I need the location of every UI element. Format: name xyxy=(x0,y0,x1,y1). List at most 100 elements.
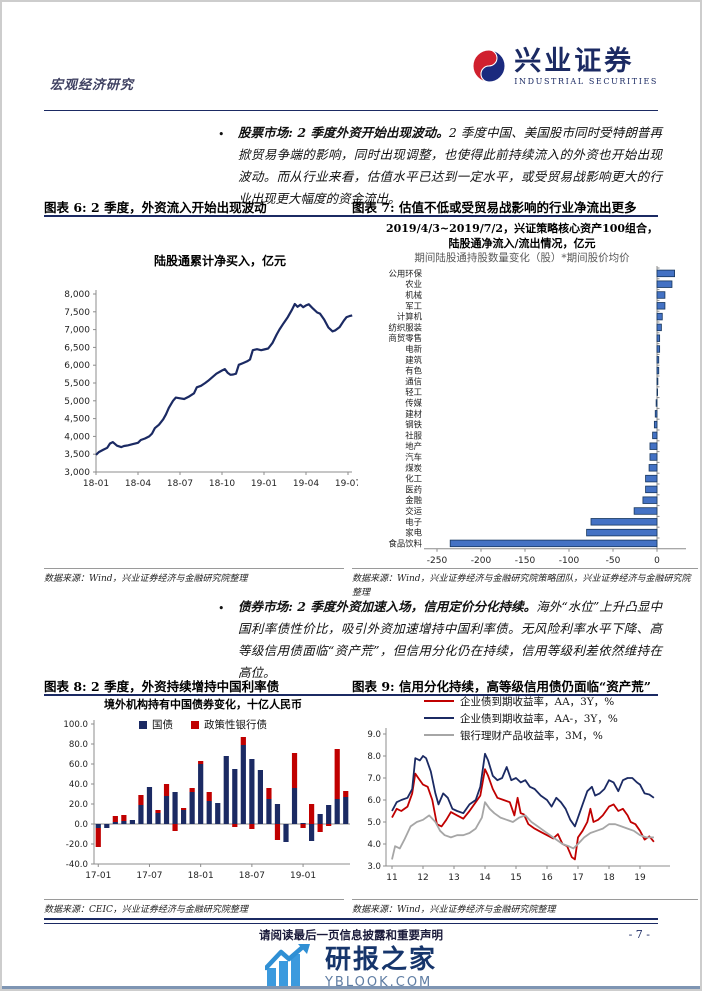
figure6-chart-title: 陆股通累计净买入，亿元 xyxy=(153,254,286,268)
svg-text:19-01: 19-01 xyxy=(290,871,316,881)
svg-text:8,000: 8,000 xyxy=(64,290,90,300)
watermark: 研报之家 YBLOOK.COM xyxy=(0,942,702,992)
svg-text:商贸零售: 商贸零售 xyxy=(389,333,423,343)
svg-text:19: 19 xyxy=(634,873,646,883)
svg-text:14: 14 xyxy=(479,873,491,883)
svg-text:100.0: 100.0 xyxy=(63,720,88,730)
svg-text:医药: 医药 xyxy=(405,484,422,494)
bullet-lead: 债券市场: 2 季度外资加速入场，信用定价分化持续。 xyxy=(238,599,537,614)
svg-text:有色: 有色 xyxy=(405,366,422,376)
figure7-subtitle-2: 陆股通净流入/流出情况，亿元 xyxy=(448,237,596,250)
svg-text:3,500: 3,500 xyxy=(64,450,90,460)
svg-text:3.0: 3.0 xyxy=(367,862,381,872)
svg-text:18-10: 18-10 xyxy=(209,479,235,489)
svg-text:17: 17 xyxy=(572,873,583,883)
svg-text:7.0: 7.0 xyxy=(367,774,381,784)
svg-text:20.0: 20.0 xyxy=(69,800,88,810)
svg-text:电新: 电新 xyxy=(405,344,422,354)
svg-text:-150: -150 xyxy=(515,556,536,566)
figure6-source: 数据来源：Wind，兴业证券经济与金融研究院整理 xyxy=(44,568,344,587)
legend-label: 企业债到期收益率，AA，3Y，% xyxy=(460,695,615,708)
svg-text:5,000: 5,000 xyxy=(64,397,90,407)
figure8-legend: 国债 政策性银行债 xyxy=(48,717,358,732)
figure7-title: 图表 7: 估值不低或受贸易战影响的行业净流出更多 xyxy=(352,200,637,215)
figure8-title: 图表 8: 2 季度，外资持续增持中国利率债 xyxy=(44,679,280,694)
svg-text:地产: 地产 xyxy=(405,441,422,451)
figure6-line-chart: 3,000 3,500 4,000 4,500 5,000 5,500 6,000 6,500… xyxy=(64,290,358,489)
bullet-marker: • xyxy=(218,128,225,141)
figure9-source: 数据来源：Wind，兴业证券经济与金融研究院整理 xyxy=(352,899,698,918)
legend-label: 企业债到期收益率，AA-，3Y，% xyxy=(460,712,618,725)
svg-text:7,500: 7,500 xyxy=(64,308,90,318)
svg-text:18-04: 18-04 xyxy=(125,479,151,489)
svg-text:轻工: 轻工 xyxy=(405,387,422,397)
svg-text:12: 12 xyxy=(417,873,428,883)
figure7-source: 数据来源：Wind，兴业证券经济与金融研究院策略团队，兴业证券经济与金融研究院整… xyxy=(352,568,698,600)
svg-text:18-07: 18-07 xyxy=(239,871,265,881)
svg-text:18-01: 18-01 xyxy=(188,871,214,881)
svg-text:交运: 交运 xyxy=(405,506,422,516)
brand-logo-icon xyxy=(471,48,507,88)
legend-label: 国债 xyxy=(152,719,173,731)
figure8-source: 数据来源：CEIC，兴业证券经济与金融研究院整理 xyxy=(44,899,344,918)
svg-text:0.0: 0.0 xyxy=(74,820,88,830)
figure7-bar-chart: 公用环保农业机械军工计算机纺织服装商贸零售电新建筑有色通信轻工传媒建材钢铁社服地… xyxy=(389,266,686,566)
watermark-bar-chart-icon xyxy=(263,942,315,992)
legend-swatch-navy xyxy=(139,720,147,729)
legend-item-policy-bank: 政策性银行债 xyxy=(191,717,267,732)
page-number: - 7 - xyxy=(628,928,650,941)
legend-line-red xyxy=(424,700,454,702)
svg-text:农业: 农业 xyxy=(405,279,422,289)
svg-text:6.0: 6.0 xyxy=(367,796,381,806)
figure8-chart: 境外机构持有中国债券变化，十亿人民币 国债 政策性银行债 -40.0 -20.0 0… xyxy=(48,696,358,896)
report-category: 宏观经济研究 xyxy=(50,78,135,93)
figure9-legend: 企业债到期收益率，AA，3Y，% 企业债到期收益率，AA-，3Y，% 银行理财产… xyxy=(424,694,618,742)
footer-rule xyxy=(44,918,658,924)
svg-text:传媒: 传媒 xyxy=(405,398,422,408)
svg-text:18-07: 18-07 xyxy=(167,479,193,489)
legend-item-aa: 企业债到期收益率，AA，3Y，% xyxy=(424,694,618,708)
figure7-chart: 2019/4/3~2019/7/2，兴证策略核心资产100组合， 陆股通净流入/… xyxy=(352,220,692,572)
figure7-subtitle-1: 2019/4/3~2019/7/2，兴证策略核心资产100组合， xyxy=(385,222,659,235)
bottom-edge-strip xyxy=(0,986,702,991)
figure7-subtitle-3: 期间陆股通持股数量变化（股）*期间股价均价 xyxy=(414,252,630,264)
svg-text:19-04: 19-04 xyxy=(293,479,319,489)
svg-text:-100: -100 xyxy=(559,556,580,566)
svg-text:4,000: 4,000 xyxy=(64,432,90,442)
svg-text:-20.0: -20.0 xyxy=(66,840,88,850)
bullet-stock-market: • 股票市场: 2 季度外资开始出现波动。2 季度中国、美国股市同时受特朗普再掀贸… xyxy=(218,122,662,210)
bullet-marker: • xyxy=(218,602,225,615)
svg-text:19-07: 19-07 xyxy=(335,479,358,489)
bullet-body: 海外“水位”上升凸显中国利率债性价比，吸引外资加速增持中国利率债。无风险利率水平… xyxy=(238,599,662,680)
svg-text:-50: -50 xyxy=(606,556,621,566)
svg-text:建筑: 建筑 xyxy=(405,355,422,365)
svg-text:电子: 电子 xyxy=(405,517,422,527)
svg-text:4,500: 4,500 xyxy=(64,415,90,425)
svg-text:-250: -250 xyxy=(427,556,448,566)
bullet-lead: 股票市场: 2 季度外资开始出现波动。 xyxy=(238,125,449,140)
svg-text:0: 0 xyxy=(654,556,660,566)
legend-label: 政策性银行债 xyxy=(204,719,267,731)
svg-text:金融: 金融 xyxy=(405,495,422,505)
watermark-domain: YBLOOK.COM xyxy=(324,975,433,990)
svg-text:19-01: 19-01 xyxy=(251,479,277,489)
figure8-chart-title: 境外机构持有中国债券变化，十亿人民币 xyxy=(104,698,302,711)
svg-text:17-07: 17-07 xyxy=(136,871,162,881)
svg-text:家电: 家电 xyxy=(405,528,422,538)
figure-title-rule-1 xyxy=(44,215,658,217)
svg-text:军工: 军工 xyxy=(405,301,422,311)
svg-text:40.0: 40.0 xyxy=(69,780,88,790)
figure6-title: 图表 6: 2 季度，外资流入开始出现波动 xyxy=(44,200,267,215)
figure8-stacked-bar-chart: -40.0 -20.0 0.0 20.0 40.0 60.0 80.0 100.0 17-01 1… xyxy=(63,720,350,881)
header-rule xyxy=(44,110,658,111)
brand-name-en: INDUSTRIAL SECURITIES xyxy=(514,77,658,86)
svg-text:15: 15 xyxy=(510,873,521,883)
svg-text:6,500: 6,500 xyxy=(64,343,90,353)
svg-text:建材: 建材 xyxy=(405,409,422,419)
svg-text:18-01: 18-01 xyxy=(83,479,109,489)
svg-text:煤炭: 煤炭 xyxy=(405,463,422,473)
svg-text:通信: 通信 xyxy=(405,376,422,386)
legend-line-navy xyxy=(424,717,454,719)
svg-text:钢铁: 钢铁 xyxy=(405,420,422,430)
svg-text:纺织服装: 纺织服装 xyxy=(389,322,423,332)
